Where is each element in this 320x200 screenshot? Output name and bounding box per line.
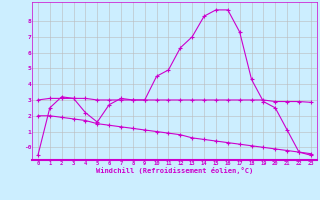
- X-axis label: Windchill (Refroidissement éolien,°C): Windchill (Refroidissement éolien,°C): [96, 167, 253, 174]
